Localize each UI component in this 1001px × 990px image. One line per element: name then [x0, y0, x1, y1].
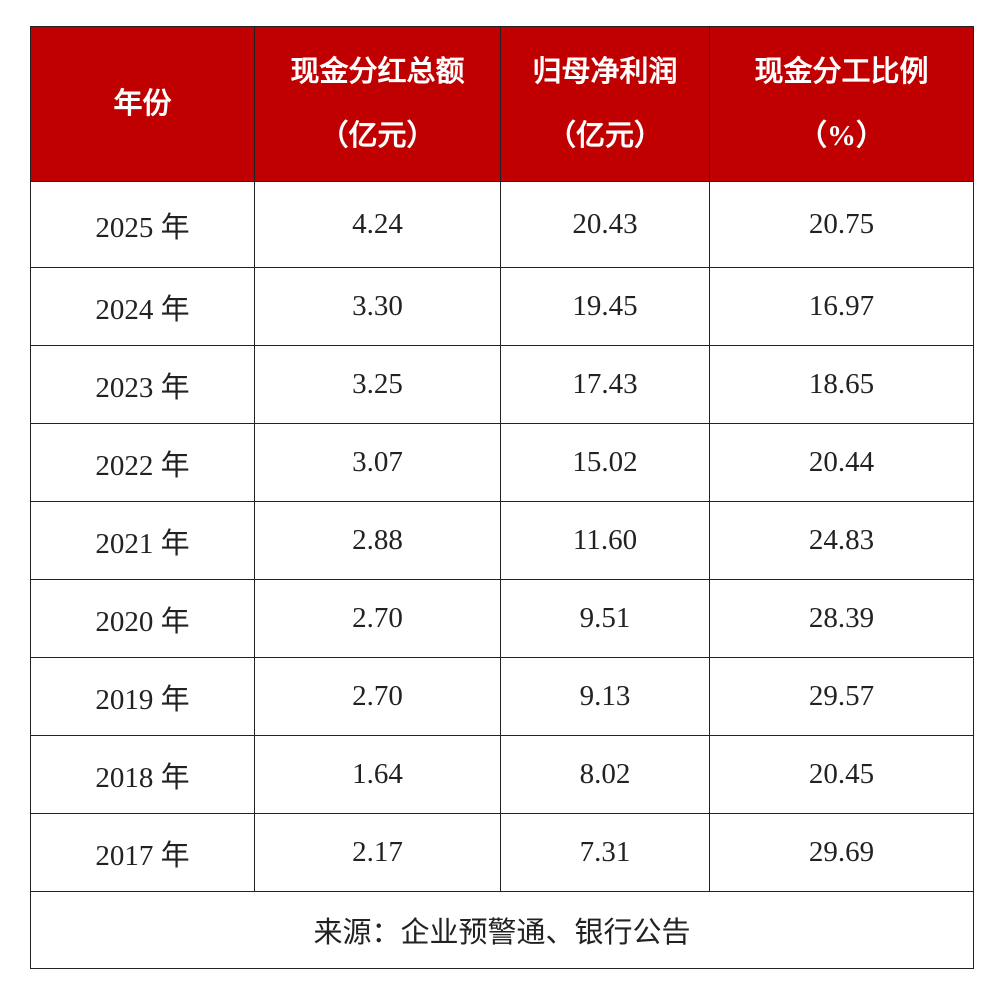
- table-cell: 29.57: [709, 657, 974, 736]
- table-cell: 2.70: [254, 657, 501, 736]
- table-row: 2020 年 2.70 9.51 28.39: [30, 579, 974, 658]
- table-row: 2022 年 3.07 15.02 20.44: [30, 423, 974, 502]
- header-text: （亿元）: [546, 120, 663, 152]
- table-cell: 29.69: [709, 813, 974, 892]
- header-text: 现金分红总额: [290, 56, 465, 88]
- table-cell: 28.39: [709, 579, 974, 658]
- table-cell: 11.60: [500, 501, 710, 580]
- table-row: 2025 年 4.24 20.43 20.75: [30, 181, 974, 268]
- table-row: 2017 年 2.17 7.31 29.69: [30, 813, 974, 892]
- footer-row: 来源：企业预警通、银行公告: [30, 891, 974, 969]
- table-cell: 3.30: [254, 267, 501, 346]
- table-cell: 2020 年: [30, 579, 255, 658]
- table-cell: 15.02: [500, 423, 710, 502]
- table-cell: 20.45: [709, 735, 974, 814]
- header-text: 年份: [113, 88, 172, 120]
- table-cell: 2025 年: [30, 181, 255, 268]
- table-row: 2018 年 1.64 8.02 20.45: [30, 735, 974, 814]
- table-row: 2024 年 3.30 19.45 16.97: [30, 267, 974, 346]
- header-text: 现金分工比例: [754, 56, 929, 88]
- table-cell: 2024 年: [30, 267, 255, 346]
- table-cell: 9.13: [500, 657, 710, 736]
- table-cell: 19.45: [500, 267, 710, 346]
- table-cell: 7.31: [500, 813, 710, 892]
- table-cell: 18.65: [709, 345, 974, 424]
- source-note: 来源：企业预警通、银行公告: [30, 891, 974, 969]
- table-cell: 16.97: [709, 267, 974, 346]
- table-cell: 24.83: [709, 501, 974, 580]
- table-cell: 2017 年: [30, 813, 255, 892]
- table-body: 2025 年 4.24 20.43 20.75 2024 年 3.30 19.45 16.97…: [30, 181, 974, 969]
- header-text: （亿元）: [319, 120, 436, 152]
- header-cell: 现金分红总额 （亿元）: [254, 26, 501, 182]
- table-cell: 2021 年: [30, 501, 255, 580]
- header-row: 年份 现金分红总额 （亿元） 归母净利润 （亿元） 现金分工比例 （%）: [30, 26, 974, 182]
- table-cell: 1.64: [254, 735, 501, 814]
- table-cell: 4.24: [254, 181, 501, 268]
- table-cell: 2019 年: [30, 657, 255, 736]
- table-cell: 2022 年: [30, 423, 255, 502]
- table-row: 2021 年 2.88 11.60 24.83: [30, 501, 974, 580]
- table-cell: 20.75: [709, 181, 974, 268]
- dividend-table: 年份 现金分红总额 （亿元） 归母净利润 （亿元） 现金分工比例 （%） 2025 年 4.2…: [30, 26, 974, 969]
- header-cell: 归母净利润 （亿元）: [500, 26, 710, 182]
- header-text: （%）: [797, 120, 885, 152]
- table-cell: 3.25: [254, 345, 501, 424]
- table-cell: 17.43: [500, 345, 710, 424]
- table-cell: 8.02: [500, 735, 710, 814]
- table-row: 2023 年 3.25 17.43 18.65: [30, 345, 974, 424]
- table-cell: 20.43: [500, 181, 710, 268]
- table-cell: 2023 年: [30, 345, 255, 424]
- table-cell: 2018 年: [30, 735, 255, 814]
- header-text: 归母净利润: [532, 56, 678, 88]
- table-cell: 2.17: [254, 813, 501, 892]
- table-row: 2019 年 2.70 9.13 29.57: [30, 657, 974, 736]
- header-cell: 年份: [30, 26, 255, 182]
- table-cell: 2.88: [254, 501, 501, 580]
- header-cell: 现金分工比例 （%）: [709, 26, 974, 182]
- table-cell: 20.44: [709, 423, 974, 502]
- table-cell: 9.51: [500, 579, 710, 658]
- table-cell: 3.07: [254, 423, 501, 502]
- table-cell: 2.70: [254, 579, 501, 658]
